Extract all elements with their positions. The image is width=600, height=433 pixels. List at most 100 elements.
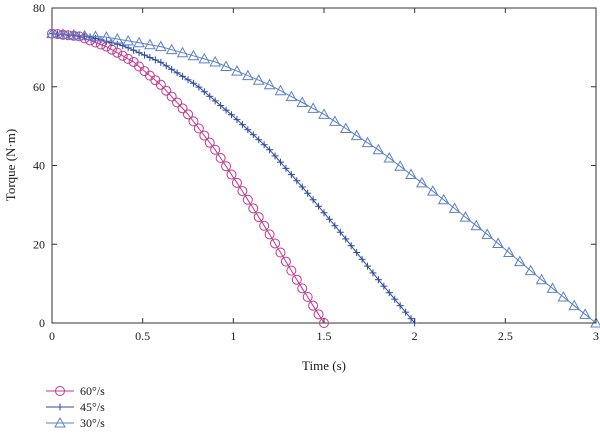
data-point [275,247,286,258]
data-point [177,103,188,114]
data-point [437,193,450,205]
data-point [270,238,281,249]
data-point [361,136,374,148]
data-point [113,40,121,48]
data-point [524,264,537,276]
data-point [259,220,270,231]
data-point [140,51,148,59]
data-point [193,123,204,134]
data-point [122,34,135,46]
data-point [308,300,319,311]
data-point [293,177,301,185]
data-point [459,211,472,222]
data-point [78,29,91,41]
data-point [320,209,328,217]
data-point [249,131,257,139]
data-point [166,91,177,102]
data-point [579,308,591,319]
data-point [157,58,165,66]
data-point [242,194,253,205]
data-point [248,203,259,214]
data-point [369,269,377,277]
data-point [204,137,215,148]
data-point [117,50,128,61]
legend-label: 30°/s [80,416,105,430]
legend-item: 60°/s [46,384,105,398]
data-point [165,43,178,55]
data-point [309,196,317,204]
data-point [315,202,323,210]
data-point [263,78,276,90]
data-point [568,299,581,311]
legend-item: 45°/s [46,400,105,414]
data-point [215,153,226,164]
data-point [358,255,366,263]
data-point [470,219,483,231]
data-point [342,235,350,243]
series-line [51,33,325,324]
data-point [271,152,279,160]
data-point [307,102,319,113]
data-point [67,28,80,40]
data-point [287,171,295,179]
data-point [123,53,134,64]
data-point [151,56,159,64]
data-point [231,177,242,188]
data-point [260,141,268,149]
data-point [313,309,324,320]
data-point [162,62,170,70]
data-point [146,53,154,61]
data-point [231,65,243,76]
data-point [46,27,58,39]
data-point [380,282,388,290]
data-point [492,237,504,248]
data-point [383,151,396,163]
data-point [238,121,246,129]
data-point [285,90,298,102]
data-point [405,168,417,180]
data-point [155,79,166,90]
data-point [374,276,382,284]
legend: 60°/s 45°/s 30°/s [46,384,105,430]
legend-marker [56,403,64,411]
data-point [168,65,176,73]
data-point [222,106,230,114]
data-point [407,315,415,323]
data-point [557,290,570,302]
y-tick-label: 60 [33,80,45,94]
series-layer [46,27,600,328]
data-point [416,176,428,188]
data-point [189,79,197,87]
legend-marker [54,416,66,428]
data-point [331,222,339,230]
legend-marker [55,386,65,396]
data-point [228,111,236,119]
data-point [241,69,254,81]
data-point [291,274,302,285]
data-point [183,109,193,120]
data-point [339,122,352,133]
data-point [144,38,156,50]
data-point [282,164,290,172]
data-point [244,126,252,134]
data-point [100,31,113,42]
data-point [221,161,232,172]
data-point [513,255,526,267]
x-tick-label: 2 [412,329,418,343]
data-point [188,116,199,127]
data-point [161,85,172,96]
data-point [253,212,264,223]
data-point [233,116,241,124]
data-point [133,36,145,48]
data-point [184,76,192,84]
data-point [336,228,344,236]
data-point [353,249,361,257]
data-point [200,88,208,96]
data-point [209,55,222,67]
data-point [57,28,69,39]
data-point [325,215,333,223]
data-point [211,97,219,105]
data-point [173,69,181,77]
data-point [187,49,200,61]
